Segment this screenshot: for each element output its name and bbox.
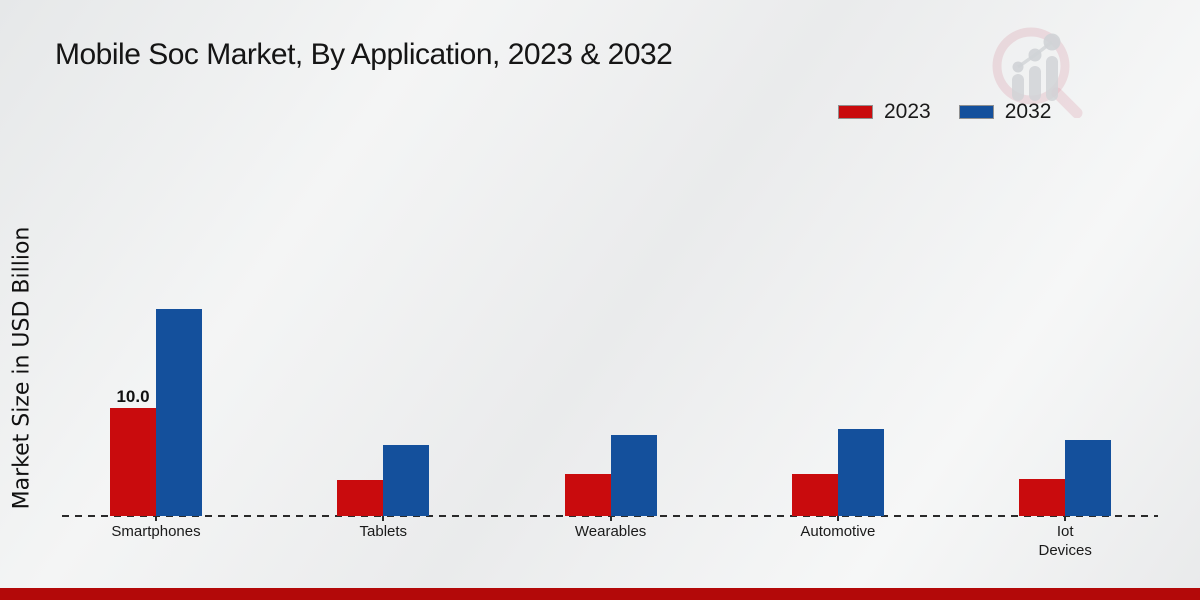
bar-2023	[110, 408, 156, 516]
legend-item-2023: 2023	[838, 100, 931, 124]
legend: 2023 2032	[838, 100, 1051, 124]
bar-2032	[1065, 440, 1112, 516]
legend-swatch-2023	[838, 105, 873, 119]
x-axis-tick	[382, 516, 385, 521]
bar-2023	[791, 474, 838, 516]
bar-2032	[610, 435, 657, 516]
x-axis-tick	[609, 516, 612, 521]
category-label: Smartphones	[111, 523, 201, 540]
bar-2032	[156, 309, 202, 516]
category-label: Iot Devices	[1038, 523, 1092, 559]
bar-2032	[383, 445, 430, 516]
legend-item-2032: 2032	[958, 100, 1052, 124]
footer-accent-band	[0, 588, 1200, 600]
x-axis-tick	[155, 516, 157, 521]
bar-2023	[564, 474, 611, 516]
category-label: Wearables	[574, 523, 647, 540]
bar-value-label: 10.0	[116, 387, 150, 406]
x-axis-tick	[1064, 516, 1067, 521]
category-label: Automotive	[800, 523, 876, 540]
bar-2032	[837, 429, 884, 516]
bar-2023	[1019, 479, 1066, 516]
legend-label-2032: 2032	[1004, 100, 1052, 123]
x-axis-tick	[836, 516, 839, 521]
legend-swatch-2032	[958, 105, 994, 119]
y-axis-label: Market Size in USD Billion	[9, 226, 35, 510]
bar-2023	[337, 480, 384, 516]
magnifier-bar-chart-logo-icon	[992, 27, 1083, 118]
category-label: Tablets	[359, 523, 408, 540]
legend-label-2023: 2023	[884, 100, 931, 123]
chart-title: Mobile Soc Market, By Application, 2023 …	[55, 38, 673, 71]
